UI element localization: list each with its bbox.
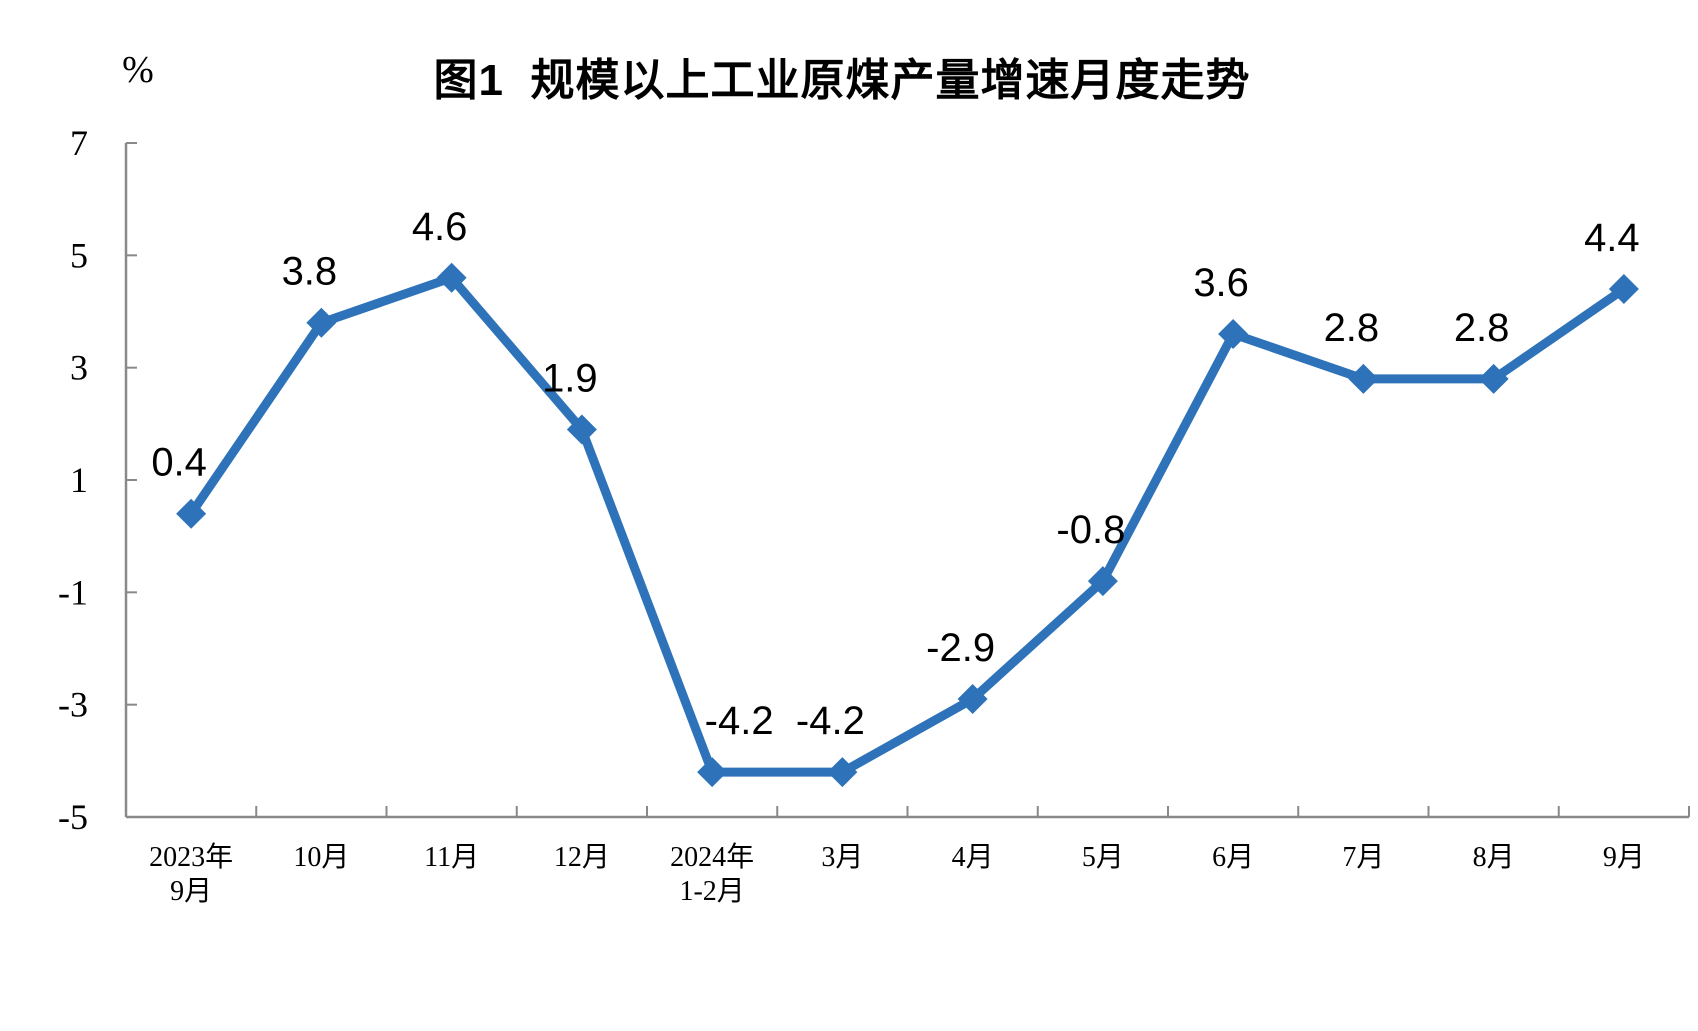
data-point-marker [306,307,337,338]
data-point-marker [697,757,728,788]
x-axis-tick-label: 12月 [554,842,610,873]
data-point-marker [1608,274,1639,305]
x-axis-tick-label: 8月 [1473,842,1515,873]
data-point-label: 4.6 [412,205,468,249]
x-axis-tick-label: 11月 [424,842,479,873]
x-axis-tick-label: 10月 [293,842,349,873]
data-point-label: 0.4 [151,441,207,485]
y-axis-tick-label: 7 [70,123,88,163]
y-axis-unit-label: % [122,49,154,91]
y-axis-tick-label: 1 [70,460,88,500]
data-point-label: -4.2 [796,699,865,743]
data-point-marker [176,498,207,529]
x-axis-tick-label-line2: 9月 [170,876,212,907]
y-axis-tick-label: 5 [70,235,88,275]
x-axis-tick-label: 2023年 [149,841,233,873]
x-axis-tick-label-line2: 1-2月 [679,876,744,907]
data-point-label: 2.8 [1324,306,1380,350]
chart-title: 图1 规模以上工业原煤产量增速月度走势 [433,56,1251,105]
data-point-label: 3.6 [1193,261,1249,305]
data-point-label: -2.9 [926,626,995,670]
x-axis-tick-label: 6月 [1212,842,1254,873]
y-axis-tick-label: 3 [70,348,88,388]
data-point-marker [1218,318,1249,349]
x-axis-tick-label: 7月 [1342,842,1384,873]
data-point-marker [957,684,988,715]
data-point-label: 3.8 [282,250,338,294]
data-point-label: -0.8 [1056,508,1125,552]
x-axis-tick-label: 3月 [821,842,863,873]
x-axis-tick-label: 4月 [952,842,994,873]
data-point-marker [1348,363,1379,394]
data-point-marker [436,262,467,293]
y-axis-tick-label: -5 [58,797,88,837]
data-point-label: 4.4 [1584,216,1640,260]
data-point-label: 1.9 [542,356,598,400]
x-axis-tick-label: 5月 [1082,842,1124,873]
series-line [186,273,1629,777]
y-axis-tick-label: -1 [58,572,88,612]
data-point-marker [1478,363,1509,394]
data-point-label: 2.8 [1454,306,1510,350]
data-point-marker [566,414,597,445]
y-axis-tick-label: -3 [58,685,88,725]
data-point-marker [1087,566,1118,597]
x-axis-tick-label: 2024年 [670,841,754,873]
x-axis-tick-label: 9月 [1603,842,1645,873]
data-point-marker [827,757,858,788]
data-point-label: -4.2 [705,699,774,743]
